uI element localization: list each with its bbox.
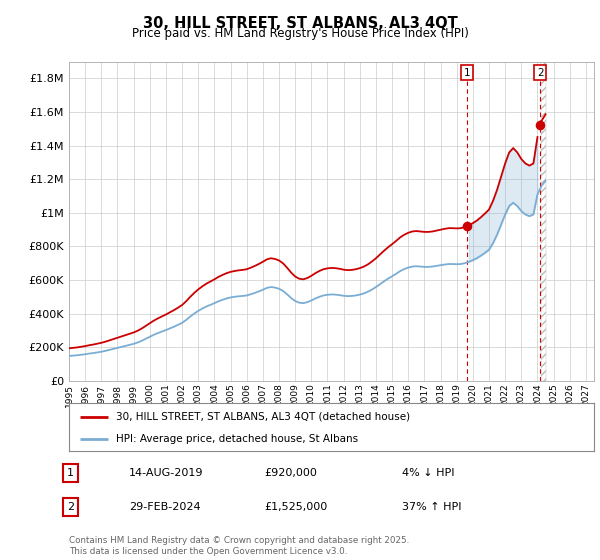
Text: HPI: Average price, detached house, St Albans: HPI: Average price, detached house, St A… — [116, 434, 358, 444]
Text: Price paid vs. HM Land Registry's House Price Index (HPI): Price paid vs. HM Land Registry's House … — [131, 27, 469, 40]
Text: 30, HILL STREET, ST ALBANS, AL3 4QT (detached house): 30, HILL STREET, ST ALBANS, AL3 4QT (det… — [116, 412, 410, 422]
Point — [535, 120, 545, 129]
Text: 1: 1 — [463, 68, 470, 78]
Text: £1,525,000: £1,525,000 — [264, 502, 327, 512]
Text: 2: 2 — [537, 68, 544, 78]
Text: 30, HILL STREET, ST ALBANS, AL3 4QT: 30, HILL STREET, ST ALBANS, AL3 4QT — [143, 16, 457, 31]
Text: 4% ↓ HPI: 4% ↓ HPI — [402, 468, 455, 478]
Text: £920,000: £920,000 — [264, 468, 317, 478]
Text: 29-FEB-2024: 29-FEB-2024 — [129, 502, 200, 512]
Text: 1: 1 — [67, 468, 74, 478]
Point — [462, 222, 472, 231]
Text: 2: 2 — [67, 502, 74, 512]
Text: 37% ↑ HPI: 37% ↑ HPI — [402, 502, 461, 512]
Text: 14-AUG-2019: 14-AUG-2019 — [129, 468, 203, 478]
Text: Contains HM Land Registry data © Crown copyright and database right 2025.
This d: Contains HM Land Registry data © Crown c… — [69, 536, 409, 556]
